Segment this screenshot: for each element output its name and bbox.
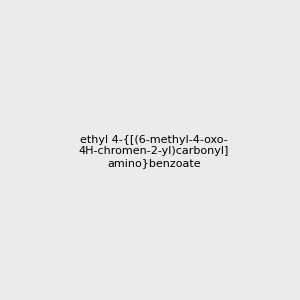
Text: ethyl 4-{[(6-methyl-4-oxo-
4H-chromen-2-yl)carbonyl]
amino}benzoate: ethyl 4-{[(6-methyl-4-oxo- 4H-chromen-2-…	[79, 135, 229, 168]
